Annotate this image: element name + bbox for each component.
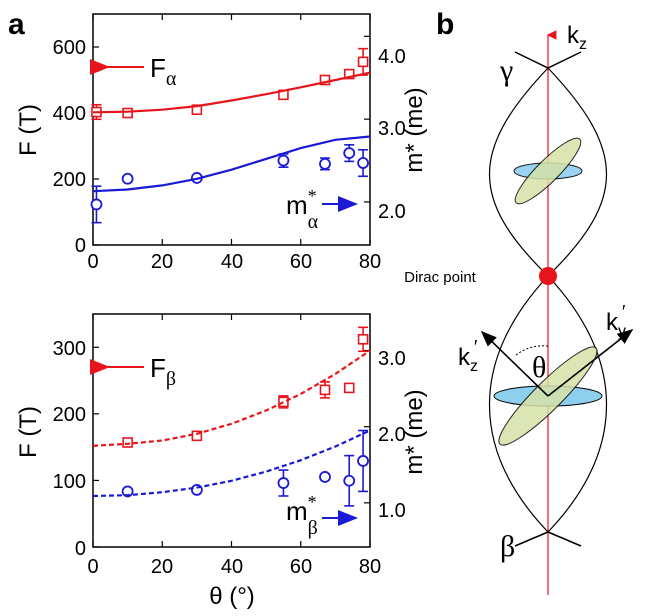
y-tick-label: 600 — [53, 37, 86, 59]
data-point-square — [278, 396, 289, 408]
data-point-circle — [121, 485, 134, 498]
x-tick-label: 0 — [87, 251, 98, 273]
x-tick-label: 40 — [221, 251, 243, 273]
y-tick-label: 0 — [75, 235, 86, 257]
y-tick-label: 100 — [53, 471, 86, 493]
dirac-cone-diagram: Dirac point kz γ β θ kz′ ky′ — [404, 22, 634, 595]
x-tick-label: 20 — [151, 556, 173, 578]
data-point-circle — [357, 455, 369, 467]
data-point-circle — [343, 147, 356, 159]
data-point-circle — [277, 477, 290, 489]
ky-prime-axis — [547, 329, 634, 397]
plot-frame-upper — [92, 13, 371, 246]
y2-tick-label: 3.0 — [378, 118, 406, 140]
annotation-f-beta: Fβ — [150, 353, 176, 390]
fit-line — [92, 71, 371, 114]
plot-frame-lower — [92, 313, 371, 548]
y2-tick-label: 2.0 — [378, 424, 406, 446]
x-tick-label: 0 — [87, 556, 98, 578]
x-tick-label: 80 — [359, 251, 381, 273]
kz-prime-axis — [480, 330, 549, 397]
chart-upper-marks — [90, 14, 371, 246]
beta-label: β — [500, 530, 515, 563]
data-point-square — [357, 333, 369, 345]
y2-tick-label: 4.0 — [378, 46, 406, 68]
annotation-m-alpha: m* α — [286, 186, 319, 233]
data-point-square — [343, 382, 355, 394]
ky-prime-label: ky′ — [606, 302, 626, 340]
x-tick-labels-lower: 0 20 40 60 80 — [87, 556, 381, 578]
y-tick-label: 400 — [53, 103, 86, 125]
panel-label-b: b — [436, 8, 454, 41]
annotation-m-beta: m* β — [286, 492, 318, 539]
x-tick-label: 40 — [221, 556, 243, 578]
dirac-point-marker — [539, 267, 557, 285]
kz-label: kz — [567, 22, 587, 53]
panel-label-a: a — [8, 8, 25, 41]
data-point-circle — [121, 172, 134, 185]
data-point-square — [122, 107, 133, 119]
chart-lower-marks — [92, 314, 371, 548]
chart-lower: 0 20 40 60 80 0 100 200 300 1.0 2.0 3.0 … — [15, 313, 428, 610]
data-point-square — [319, 384, 331, 396]
data-point-circle — [90, 198, 103, 211]
y-tick-labels-upper: 0 200 400 600 — [53, 37, 86, 257]
data-point-square — [319, 74, 331, 86]
y-axis-label-upper: F (T) — [15, 104, 42, 156]
fit-line — [92, 135, 371, 193]
gamma-label: γ — [499, 54, 513, 87]
fit-line — [92, 349, 371, 447]
chart-upper: 0 20 40 60 80 0 200 400 600 2.0 3.0 4.0 … — [15, 13, 428, 273]
upper-tilted-section — [514, 137, 582, 205]
x-tick-label: 60 — [290, 251, 312, 273]
data-point-circle — [319, 471, 331, 483]
data-point-square — [191, 430, 203, 442]
theta-label: θ — [532, 351, 546, 384]
y2-tick-label: 2.0 — [378, 201, 406, 223]
theta-arc — [515, 345, 549, 356]
dirac-point-label: Dirac point — [404, 269, 477, 286]
data-point-circle — [319, 157, 331, 170]
y-tick-labels-lower: 0 100 200 300 — [53, 338, 86, 560]
y-tick-label: 200 — [53, 169, 86, 191]
lower-cone-tip — [514, 531, 582, 547]
data-point-circle — [343, 474, 356, 487]
x-tick-label: 20 — [151, 251, 173, 273]
annotation-f-alpha: Fα — [150, 53, 177, 90]
y-tick-label: 0 — [75, 538, 86, 560]
y2-axis-label-upper: m* (me) — [401, 87, 428, 172]
data-point-circle — [277, 154, 290, 167]
y-tick-label: 200 — [53, 404, 86, 426]
y-tick-label: 300 — [53, 338, 86, 360]
x-axis-label: θ (°) — [209, 583, 255, 610]
y2-tick-label: 1.0 — [378, 500, 406, 522]
data-point-square — [357, 56, 369, 68]
fit-line — [92, 429, 371, 498]
x-tick-labels-upper: 0 20 40 60 80 — [87, 251, 381, 273]
y2-tick-labels-lower: 1.0 2.0 3.0 — [378, 348, 406, 522]
kz-prime-label: kz′ — [458, 337, 478, 375]
y2-tick-label: 3.0 — [378, 348, 406, 370]
data-point-square — [343, 68, 355, 80]
y-axis-label-lower: F (T) — [15, 406, 42, 458]
data-point-square — [122, 437, 133, 448]
x-tick-label: 60 — [290, 556, 312, 578]
data-point-circle — [357, 157, 369, 169]
y2-axis-label-lower: m* (me) — [401, 389, 428, 474]
x-tick-label: 80 — [359, 556, 381, 578]
y2-tick-labels-upper: 2.0 3.0 4.0 — [378, 46, 406, 223]
